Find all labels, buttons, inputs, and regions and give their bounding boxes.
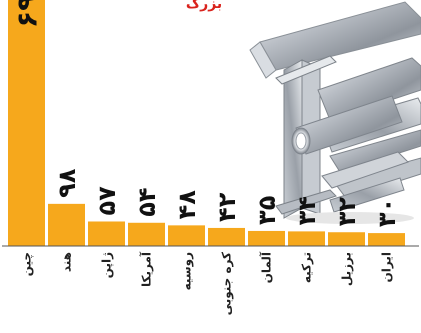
- bar-5: [168, 225, 205, 246]
- category-label-7: آلمان: [259, 251, 274, 283]
- category-label-6: کره جنوبی: [220, 252, 235, 315]
- category-label-3: ژاپن: [100, 252, 114, 278]
- category-label-4: آمریکا: [139, 251, 154, 287]
- category-label-9: برزیل: [340, 252, 354, 286]
- value-label-10: ۳۰: [373, 198, 401, 227]
- value-label-1: ۶۹۲: [11, 0, 44, 28]
- category-label-8: ترکیه: [300, 252, 314, 283]
- bar-6: [208, 227, 245, 246]
- bar-3: [88, 221, 125, 246]
- chart-title-fragment: بزرگ: [186, 0, 222, 12]
- value-label-4: ۵۴: [133, 187, 161, 216]
- bar-10: [368, 233, 405, 246]
- bar-2: [48, 203, 85, 246]
- steel-profiles-image: [249, 1, 421, 224]
- category-label-5: روسیه: [180, 252, 195, 290]
- value-labels-layer: ۶۹۲ ۹۸ ۵۷ ۵۴ ۴۸ ۴۲ ۳۵ ۳۴ ۳۲ ۳۰: [11, 0, 402, 227]
- bar-4: [128, 222, 165, 246]
- value-label-2: ۹۸: [53, 168, 81, 198]
- bar-7: [248, 230, 285, 246]
- value-label-3: ۵۷: [93, 186, 121, 216]
- bar-9: [328, 232, 365, 246]
- value-label-9: ۳۲: [333, 197, 361, 227]
- value-label-6: ۴۲: [213, 192, 241, 222]
- category-label-10: ایران: [380, 252, 394, 282]
- category-label-2: هند: [60, 252, 74, 272]
- bar-8: [288, 231, 325, 246]
- bars-layer: [8, 0, 405, 246]
- value-label-5: ۴۸: [173, 190, 201, 220]
- category-labels-layer: چین هند ژاپن آمریکا روسیه کره جنوبی آلمان ترکیه…: [20, 251, 394, 315]
- bar-1: [8, 0, 45, 246]
- value-label-7: ۳۵: [253, 196, 281, 225]
- value-label-8: ۳۴: [293, 196, 321, 225]
- category-label-1: چین: [20, 252, 34, 276]
